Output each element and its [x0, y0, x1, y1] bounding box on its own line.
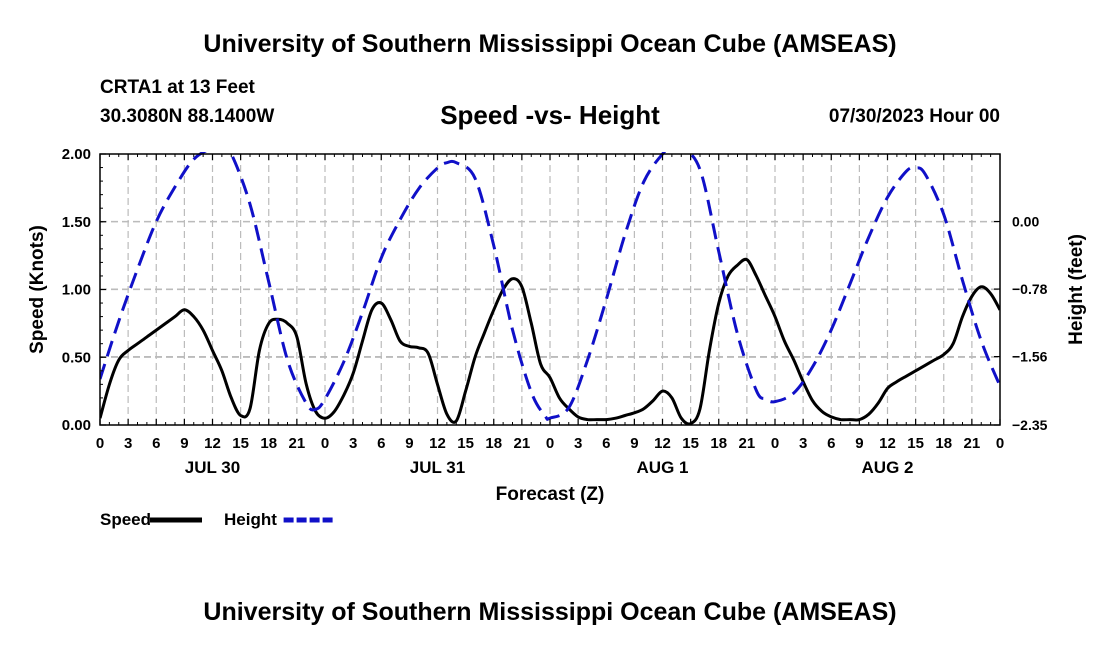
- chart-title: University of Southern Mississippi Ocean…: [203, 30, 897, 58]
- x-tick-label: 6: [377, 435, 385, 452]
- x-tick-label: 6: [827, 435, 835, 452]
- station-label: CRTA1 at 13 Feet: [100, 77, 255, 98]
- x-tick-label: 3: [124, 435, 132, 452]
- x-tick-label: 9: [855, 435, 863, 452]
- y-tick-label: 1.00: [62, 282, 91, 299]
- x-tick-label: 9: [630, 435, 638, 452]
- x-tick-label: 6: [602, 435, 610, 452]
- chart-subtitle: Speed -vs- Height: [440, 100, 660, 130]
- x-tick-label: 18: [935, 435, 952, 452]
- station-coordinates: 30.3080N 88.1400W: [100, 106, 275, 127]
- height-series-line: [100, 152, 1000, 421]
- x-tick-label: 12: [429, 435, 446, 452]
- x-tick-label: 3: [799, 435, 807, 452]
- y-tick-label: 2.00: [62, 146, 91, 163]
- footer-title: University of Southern Mississippi Ocean…: [203, 598, 897, 626]
- speed-series-line: [100, 257, 1000, 426]
- day-label: AUG 1: [637, 458, 689, 477]
- y-tick-label: 1.50: [62, 214, 91, 231]
- x-tick-label: 9: [180, 435, 188, 452]
- x-tick-label: 21: [964, 435, 981, 452]
- day-label: JUL 31: [410, 458, 465, 477]
- x-tick-label: 21: [289, 435, 306, 452]
- x-tick-label: 0: [546, 435, 554, 452]
- day-label: AUG 2: [862, 458, 914, 477]
- x-tick-label: 0: [771, 435, 779, 452]
- y-tick-label: 0.00: [62, 417, 91, 434]
- legend-label-height: Height: [224, 510, 277, 529]
- x-tick-label: 3: [349, 435, 357, 452]
- x-tick-label: 15: [232, 435, 249, 452]
- y2-tick-label: −2.35: [1012, 417, 1048, 433]
- x-tick-label: 15: [907, 435, 924, 452]
- x-axis-label: Forecast (Z): [496, 484, 605, 505]
- x-tick-label: 21: [739, 435, 756, 452]
- x-tick-label: 0: [996, 435, 1004, 452]
- y2-tick-label: 0.00: [1012, 214, 1039, 230]
- x-tick-label: 12: [879, 435, 896, 452]
- x-tick-label: 15: [682, 435, 699, 452]
- x-tick-label: 0: [321, 435, 329, 452]
- x-tick-label: 18: [485, 435, 502, 452]
- y-tick-label: 0.50: [62, 349, 91, 366]
- x-tick-label: 15: [457, 435, 474, 452]
- x-tick-label: 21: [514, 435, 531, 452]
- grid-lines: [100, 154, 1000, 425]
- y2-axis-label: Height (feet): [1066, 234, 1087, 345]
- x-tick-label: 18: [710, 435, 727, 452]
- y2-tick-label: −0.78: [1012, 281, 1048, 297]
- forecast-date: 07/30/2023 Hour 00: [828, 106, 1000, 127]
- day-label: JUL 30: [185, 458, 240, 477]
- x-tick-label: 0: [96, 435, 104, 452]
- x-tick-label: 6: [152, 435, 160, 452]
- axes: 0 3 6 9 12 15 18 21 0 3 6 9 12 15 18 21 0 3 6 9 12 15 18 21 0 3 6 9…: [27, 146, 1087, 505]
- speed-height-chart: 0 3 6 9 12 15 18 21 0 3 6 9 12 15 18 21 0 3 6 9 12 15 18 21 0 3 6 9…: [27, 146, 1087, 529]
- series-layer: [100, 152, 1000, 426]
- y2-tick-label: −1.56: [1012, 349, 1048, 365]
- x-tick-label: 9: [405, 435, 413, 452]
- x-tick-label: 12: [204, 435, 221, 452]
- x-tick-label: 12: [654, 435, 671, 452]
- legend-label-speed: Speed: [100, 510, 151, 529]
- legend: Speed Height: [100, 510, 336, 529]
- y-axis-label: Speed (Knots): [27, 225, 48, 354]
- x-tick-label: 3: [574, 435, 582, 452]
- x-tick-label: 18: [260, 435, 277, 452]
